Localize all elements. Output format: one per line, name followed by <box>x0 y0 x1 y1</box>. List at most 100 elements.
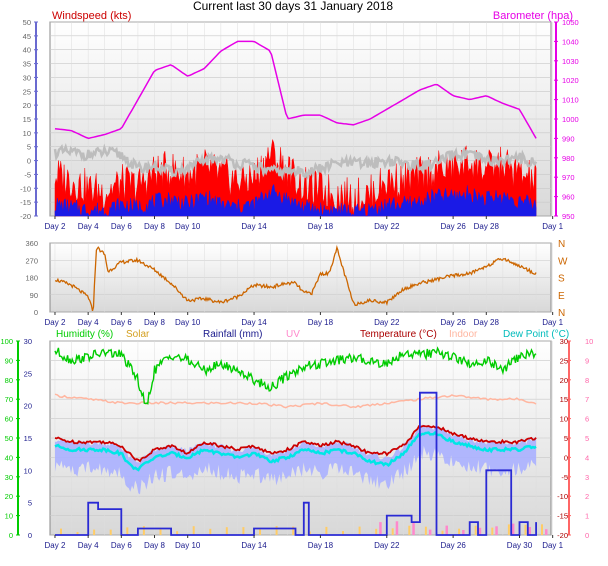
baro-right-y-tick-label: 990 <box>562 134 575 143</box>
dir-left-y-tick-label: 270 <box>25 256 38 265</box>
wind-panel-x-tick-label: Day 22 <box>374 222 400 231</box>
solar-bar <box>308 531 311 535</box>
solar-bar <box>126 527 129 535</box>
uv-axis-y-tick-label: 6 <box>585 415 589 424</box>
humidity-axis-y-tick-label: 20 <box>5 492 13 501</box>
compass-tick-label: N <box>558 308 565 319</box>
windspeed-axis-label: Windspeed (kts) <box>52 10 131 22</box>
temperature-series-line <box>54 424 537 463</box>
baro-right-y-tick-label: 1050 <box>562 18 579 27</box>
solar-bar <box>458 528 461 535</box>
temp-axis-y-tick-label: -15 <box>557 512 568 521</box>
wind-panel-x-tick-label: Day 2 <box>45 222 66 231</box>
solar-bar <box>441 530 444 535</box>
uv-bar <box>528 527 531 535</box>
rainfall-legend: Rainfall (mm) <box>203 329 262 340</box>
humidity-axis-y-tick-label: 60 <box>5 415 13 424</box>
humidity-axis-y-tick-label: 90 <box>5 356 13 365</box>
uv-axis-y-tick-label: 5 <box>585 434 589 443</box>
dir-panel-x-tick-label: Day 28 <box>474 318 500 327</box>
solar-bar <box>292 526 295 535</box>
wind-panel-x-tick-label: Day 8 <box>144 222 165 231</box>
uv-bar <box>379 522 382 535</box>
barometer-series-line <box>54 40 537 140</box>
temp-axis-y-tick-label: -10 <box>557 492 568 501</box>
wind-left-y-tick-label: 45 <box>23 32 31 41</box>
wind-left-y-tick-label: 25 <box>23 87 31 96</box>
solar-bar <box>507 524 510 535</box>
rain-axis-hidden-y-tick-label: 20 <box>24 402 32 411</box>
wind-left-y-tick-label: 5 <box>27 143 31 152</box>
compass-tick-label: E <box>558 291 565 302</box>
temp-axis-y-tick-label: 20 <box>560 376 568 385</box>
temp-panel-x-tick-label: Day 4 <box>78 541 99 550</box>
temp-panel-x-tick-label: Day 30 <box>507 541 533 550</box>
solar-bar <box>358 526 361 535</box>
humidity-axis-y-tick-label: 10 <box>5 512 13 521</box>
solar-bar <box>541 524 543 535</box>
solar-bar <box>159 527 162 535</box>
dewpoint-range-band <box>54 424 537 495</box>
dewpoint-series-line <box>54 430 537 472</box>
temp-axis-y-tick-label: 10 <box>560 415 568 424</box>
humidity-legend: Humidity (%) <box>56 329 113 340</box>
temp-panel-x-tick-label: Day 14 <box>241 541 267 550</box>
solar-bar <box>375 528 378 535</box>
wind-panel-x-tick-label: Day 10 <box>175 222 201 231</box>
temp-panel-x-tick-label: Day 10 <box>175 541 201 550</box>
uv-bar <box>511 523 515 535</box>
wind-left-y-tick-label: -10 <box>20 184 31 193</box>
solar-bar <box>225 527 228 535</box>
uv-axis-y-tick-label: 2 <box>585 492 589 501</box>
dewpoint-legend: Dew Point (°C) <box>503 329 569 340</box>
wind-left-y-tick-label: 40 <box>23 46 31 55</box>
temp-panel-x-tick-label: Day 1 <box>542 541 563 550</box>
solar-bar <box>524 524 527 535</box>
solar-bar <box>342 531 344 535</box>
wind-panel-x-tick-label: Day 1 <box>542 222 563 231</box>
baro-right-y-tick-label: 1010 <box>562 96 579 105</box>
indoor-legend: Indoor <box>449 329 478 340</box>
humidity-series-line <box>54 346 537 405</box>
baro-right-y-tick-label: 970 <box>562 173 575 182</box>
temp-axis-y-tick-label: 5 <box>564 434 568 443</box>
wind-left-y-tick-label: -15 <box>20 198 31 207</box>
temp-panel-x-tick-label: Day 6 <box>111 541 132 550</box>
uv-axis-y-tick-label: 1 <box>585 512 589 521</box>
uv-axis-y-tick-label: 0 <box>585 531 589 540</box>
rain-axis-hidden-y-tick-label: 15 <box>24 434 32 443</box>
wind-left-y-tick-label: -5 <box>24 170 31 179</box>
wind-average-series <box>54 183 537 217</box>
wind-left-y-tick-label: 30 <box>23 73 31 82</box>
rain-axis-hidden-y-tick-label: 0 <box>28 531 32 540</box>
uv-bar <box>395 521 399 535</box>
wind-left-y-tick-label: 15 <box>23 115 31 124</box>
uv-bar <box>478 527 482 535</box>
baro-right-y-tick-label: 980 <box>562 154 575 163</box>
baro-right-y-tick-label: 1030 <box>562 57 579 66</box>
solar-bar <box>259 529 261 535</box>
uv-bar <box>412 522 415 535</box>
dir-left-y-tick-label: 90 <box>30 291 38 300</box>
baro-right-y-tick-label: 960 <box>562 193 575 202</box>
solar-bar <box>242 527 245 535</box>
uv-axis-y-tick-label: 10 <box>585 337 593 346</box>
temp-panel-x-tick-label: Day 2 <box>45 541 66 550</box>
solar-bar <box>474 525 477 535</box>
rainfall-series-line <box>54 391 537 536</box>
wind-left-y-tick-label: 10 <box>23 129 31 138</box>
humidity-axis-y-tick-label: 70 <box>5 395 13 404</box>
dir-panel-x-tick-label: Day 26 <box>440 318 466 327</box>
uv-bar <box>545 529 548 535</box>
wind-left-y-tick-label: -20 <box>20 212 31 221</box>
baro-right-y-tick-label: 1040 <box>562 37 579 46</box>
gust-series-line <box>53 143 538 181</box>
solar-bar <box>60 528 62 535</box>
temperature-legend: Temperature (°C) <box>360 329 437 340</box>
temp-axis-y-tick-label: 30 <box>560 337 568 346</box>
dir-panel-x-tick-label: Day 14 <box>241 318 267 327</box>
solar-bar <box>391 528 394 535</box>
wind-panel-x-tick-label: Day 26 <box>440 222 466 231</box>
